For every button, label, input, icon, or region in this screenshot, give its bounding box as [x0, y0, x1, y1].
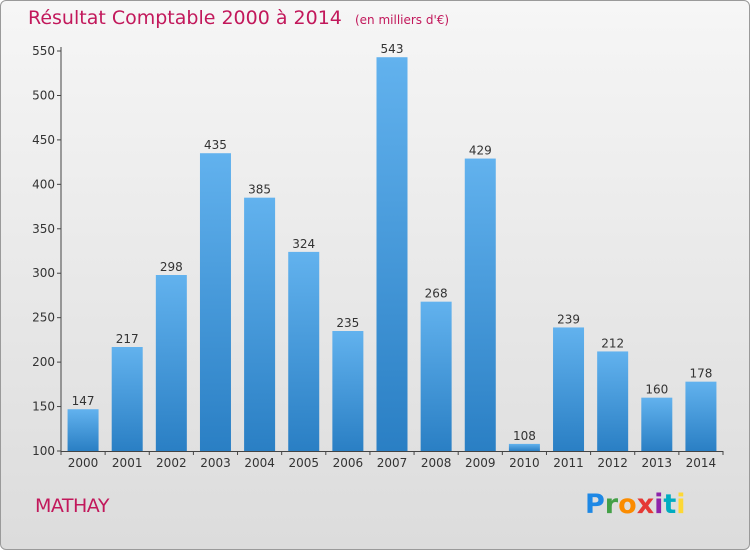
- bar: [464, 158, 496, 452]
- y-tick-label: 500: [32, 88, 55, 102]
- bar: [597, 351, 629, 451]
- x-tick-label: 2013: [642, 456, 673, 470]
- data-label: 178: [689, 367, 712, 381]
- y-tick-label: 250: [32, 311, 55, 325]
- data-label: 435: [204, 138, 227, 152]
- x-tick-label: 2010: [509, 456, 540, 470]
- bar: [420, 301, 452, 451]
- y-tick-label: 400: [32, 177, 55, 191]
- data-label: 429: [469, 144, 492, 158]
- data-label: 324: [292, 237, 315, 251]
- x-tick-label: 2005: [288, 456, 319, 470]
- y-tick-label: 550: [32, 44, 55, 58]
- data-label: 239: [557, 312, 580, 326]
- title-row: Résultat Comptable 2000 à 2014 (en milli…: [28, 7, 449, 29]
- bar: [244, 197, 276, 451]
- data-label: 212: [601, 336, 624, 350]
- bar: [288, 251, 320, 451]
- x-tick-label: 2012: [597, 456, 628, 470]
- bar: [332, 331, 364, 451]
- x-tick-label: 2001: [112, 456, 143, 470]
- data-label: 268: [425, 287, 448, 301]
- data-label: 160: [645, 383, 668, 397]
- data-label: 385: [248, 183, 271, 197]
- chart-title: Résultat Comptable 2000 à 2014: [28, 7, 342, 29]
- bar: [199, 153, 231, 451]
- bar: [155, 275, 187, 451]
- data-label: 108: [513, 429, 536, 443]
- y-tick-label: 150: [32, 400, 55, 414]
- bar: [641, 397, 673, 451]
- x-tick-label: 2007: [377, 456, 408, 470]
- y-tick-label: 100: [32, 444, 55, 458]
- x-tick-label: 2002: [156, 456, 187, 470]
- data-label: 217: [116, 332, 139, 346]
- bar: [111, 347, 143, 451]
- bar: [553, 327, 585, 451]
- x-tick-label: 2008: [421, 456, 452, 470]
- data-label: 543: [381, 42, 404, 56]
- x-tick-label: 2000: [68, 456, 99, 470]
- bar: [685, 381, 717, 451]
- chart-unit: (en milliers d'€): [354, 13, 450, 27]
- x-tick-label: 2009: [465, 456, 496, 470]
- y-tick-label: 350: [32, 222, 55, 236]
- bar: [508, 443, 540, 451]
- data-label: 235: [336, 316, 359, 330]
- y-tick-label: 450: [32, 133, 55, 147]
- x-tick-label: 2014: [686, 456, 717, 470]
- x-tick-label: 2006: [333, 456, 364, 470]
- y-tick-label: 200: [32, 355, 55, 369]
- x-tick-label: 2003: [200, 456, 231, 470]
- y-tick-label: 300: [32, 266, 55, 280]
- x-tick-label: 2011: [553, 456, 584, 470]
- x-tick-label: 2004: [244, 456, 275, 470]
- proxiti-logo[interactable]: Proxiti: [585, 489, 686, 520]
- bar: [67, 409, 99, 451]
- commune-name: MATHAY: [35, 495, 109, 517]
- data-label: 147: [72, 394, 95, 408]
- bar: [376, 57, 408, 451]
- data-label: 298: [160, 260, 183, 274]
